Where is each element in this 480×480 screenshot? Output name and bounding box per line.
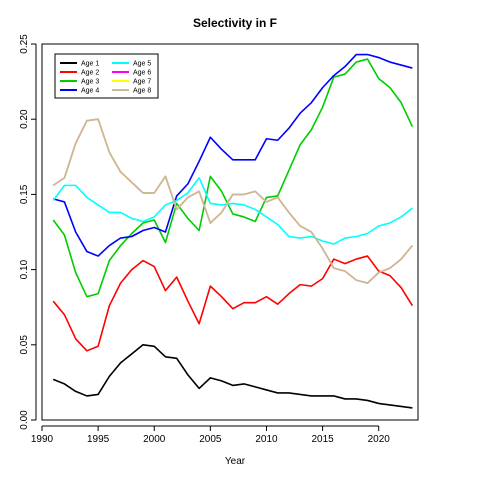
legend-label-age-2: Age 2 xyxy=(81,70,99,77)
chart-title: Selectivity in F xyxy=(193,16,277,30)
y-tick-label: 0.00 xyxy=(19,410,30,430)
x-tick-label: 2015 xyxy=(311,434,334,445)
legend-label-age-8: Age 8 xyxy=(133,88,151,95)
y-tick-label: 0.20 xyxy=(19,109,30,129)
series-line-age-2 xyxy=(52,255,414,352)
x-tick-label: 2010 xyxy=(255,434,278,445)
y-axis: 0.00 0.05 0.10 0.15 0.20 0.25 xyxy=(19,34,37,430)
x-tick-label: 1995 xyxy=(87,434,110,445)
series-line-age-4 xyxy=(53,53,413,257)
y-tick-label: 0.15 xyxy=(19,184,30,204)
series-line-age-1 xyxy=(52,344,413,409)
x-axis-label: Year xyxy=(225,456,246,467)
plot-lines xyxy=(52,53,414,409)
x-tick-label: 1990 xyxy=(31,434,54,445)
legend: Age 1 Age 2 Age 3 Age 4 Age 5 Age 6 Age 7 Age 8 xyxy=(54,53,159,99)
series-line-age-5 xyxy=(52,177,413,245)
series-line-age-3 xyxy=(52,58,414,298)
legend-label-age-1: Age 1 xyxy=(81,61,99,68)
y-tick-label: 0.05 xyxy=(19,335,30,355)
legend-label-age-4: Age 4 xyxy=(81,88,99,95)
y-tick-label: 0.10 xyxy=(19,259,30,279)
x-axis: 1990 1995 2000 2005 2010 2015 2020 xyxy=(31,425,391,445)
x-tick-label: 2020 xyxy=(368,434,391,445)
legend-label-age-7: Age 7 xyxy=(133,79,151,86)
plot-frame xyxy=(41,43,419,421)
legend-label-age-5: Age 5 xyxy=(133,61,151,68)
y-tick-label: 0.25 xyxy=(19,34,30,54)
legend-label-age-3: Age 3 xyxy=(81,79,99,86)
series-line-age-8 xyxy=(52,118,414,284)
x-tick-label: 2005 xyxy=(199,434,222,445)
legend-label-age-6: Age 6 xyxy=(133,70,151,77)
x-tick-label: 2000 xyxy=(143,434,166,445)
